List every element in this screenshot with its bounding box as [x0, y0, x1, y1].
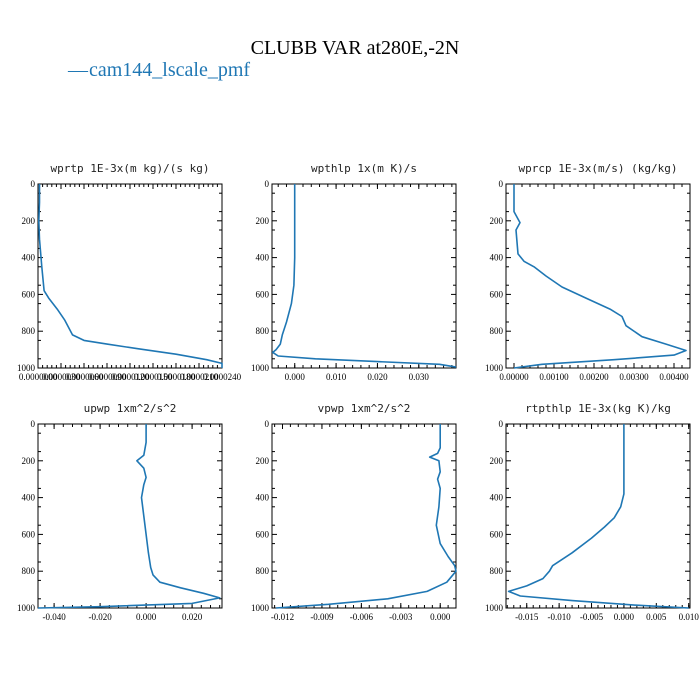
y-tick-label: 800 [490, 566, 504, 576]
x-tick-label: -0.040 [42, 612, 66, 622]
x-tick-label: 0.0000090 [88, 372, 127, 382]
y-tick-label: 600 [256, 529, 270, 539]
y-tick-label: 0 [265, 179, 270, 189]
y-tick-label: 600 [490, 289, 504, 299]
panel-4: upwp 1xm^2/s^2 0 200 400 600 800 1000 -0.040 -0.… [17, 402, 223, 622]
y-tick-label: 800 [22, 566, 36, 576]
y-tick-label: 800 [256, 566, 270, 576]
x-tick-label: 0.0000180 [157, 372, 196, 382]
y-tick-label: 0 [31, 419, 36, 429]
series-line [271, 184, 457, 368]
y-tick-label: 600 [22, 529, 36, 539]
series-line [275, 424, 457, 609]
panel-title: vpwp 1xm^2/s^2 [318, 402, 411, 415]
x-tick-label: 0.000 [136, 612, 157, 622]
y-tick-label: 1000 [17, 603, 36, 613]
y-tick-label: 200 [22, 456, 36, 466]
x-tick-label: 0.030 [409, 372, 430, 382]
y-tick-label: 0 [265, 419, 270, 429]
y-tick-label: 400 [256, 493, 270, 503]
x-tick-label: 0.00000 [499, 372, 529, 382]
x-tick-label: 0.005 [646, 612, 667, 622]
y-tick-label: 800 [490, 326, 504, 336]
panel-title: upwp 1xm^2/s^2 [84, 402, 177, 415]
x-tick-label: 0.020 [182, 612, 203, 622]
x-tick-label: 0.020 [367, 372, 388, 382]
plot-frame [271, 183, 457, 369]
x-tick-label: 0.000 [614, 612, 635, 622]
x-tick-label: -0.010 [548, 612, 572, 622]
x-tick-label: -0.009 [310, 612, 334, 622]
x-tick-label: 0.010 [679, 612, 700, 622]
x-tick-label: -0.020 [88, 612, 112, 622]
panel-title: wpthlp 1x(m K)/s [311, 162, 417, 175]
x-tick-label: 0.000 [430, 612, 451, 622]
legend-dash: — [67, 59, 89, 81]
y-tick-label: 600 [22, 289, 36, 299]
y-tick-label: 0 [499, 179, 504, 189]
panel-title: wprtp 1E-3x(m kg)/(s kg) [51, 162, 210, 175]
y-tick-label: 1000 [17, 363, 36, 373]
panel-6: rtpthlp 1E-3x(kg K)/kg 0 200 400 600 800 1000 -… [485, 402, 699, 622]
y-tick-label: 800 [22, 326, 36, 336]
y-tick-label: 0 [499, 419, 504, 429]
panels: wprtp 1E-3x(m kg)/(s kg) 0 200 400 600 800 100… [17, 162, 699, 622]
y-tick-label: 600 [490, 529, 504, 539]
y-tick-label: 400 [256, 253, 270, 263]
legend: — cam144_lscale_pmf [67, 59, 250, 81]
figure-title: CLUBB VAR at280E,-2N [251, 37, 460, 59]
series-line [37, 184, 223, 368]
x-tick-label: 0.00300 [619, 372, 649, 382]
plot-frame [271, 423, 457, 609]
series-line [507, 424, 689, 609]
y-tick-label: 1000 [485, 363, 504, 373]
y-tick-label: 1000 [251, 363, 270, 373]
x-tick-label: 0.0000240 [203, 372, 242, 382]
y-tick-label: 200 [22, 216, 36, 226]
y-tick-label: 0 [31, 179, 36, 189]
x-tick-label: 0.0000210 [180, 372, 219, 382]
x-tick-label: 0.0000120 [111, 372, 150, 382]
y-tick-label: 1000 [485, 603, 504, 613]
legend-label: cam144_lscale_pmf [89, 59, 250, 81]
x-tick-label: 0.0000150 [134, 372, 173, 382]
x-tick-label: 0.010 [326, 372, 347, 382]
x-tick-label: -0.006 [350, 612, 374, 622]
y-tick-label: 200 [256, 456, 270, 466]
x-tick-label: 0.0000060 [65, 372, 104, 382]
y-tick-label: 200 [256, 216, 270, 226]
panel-2: wpthlp 1x(m K)/s 0 200 400 600 800 1000 0.000 0.… [251, 162, 457, 382]
series-line [37, 424, 221, 609]
plot-frame [37, 183, 223, 369]
plot-frame [505, 423, 691, 609]
y-tick-label: 400 [490, 493, 504, 503]
y-tick-label: 400 [22, 493, 36, 503]
y-tick-label: 800 [256, 326, 270, 336]
plot-frame [505, 183, 691, 369]
y-tick-label: 400 [22, 253, 36, 263]
series-line [513, 184, 687, 369]
panel-title: wprcp 1E-3x(m/s) (kg/kg) [519, 162, 678, 175]
panel-title: rtpthlp 1E-3x(kg K)/kg [525, 402, 671, 415]
x-tick-label: -0.003 [389, 612, 413, 622]
x-tick-label: -0.012 [271, 612, 294, 622]
panel-3: wprcp 1E-3x(m/s) (kg/kg) 0 200 400 600 800 100… [485, 162, 691, 382]
x-tick-label: 0.000 [285, 372, 306, 382]
y-tick-label: 400 [490, 253, 504, 263]
x-tick-label: -0.015 [515, 612, 539, 622]
x-tick-label: 0.0000000 [19, 372, 58, 382]
panel-5: vpwp 1xm^2/s^2 0 200 400 600 800 1000-0.012 -0.… [251, 402, 457, 622]
x-tick-label: -0.005 [580, 612, 604, 622]
y-tick-label: 200 [490, 216, 504, 226]
x-tick-label: 0.00200 [579, 372, 609, 382]
plot-frame [37, 423, 223, 609]
y-tick-label: 600 [256, 289, 270, 299]
x-tick-label: 0.0000030 [42, 372, 81, 382]
panel-1: wprtp 1E-3x(m kg)/(s kg) 0 200 400 600 800 100… [17, 162, 242, 382]
x-tick-label: 0.00100 [539, 372, 569, 382]
y-tick-label: 200 [490, 456, 504, 466]
y-tick-label: 1000 [251, 603, 270, 613]
x-tick-label: 0.00400 [659, 372, 689, 382]
